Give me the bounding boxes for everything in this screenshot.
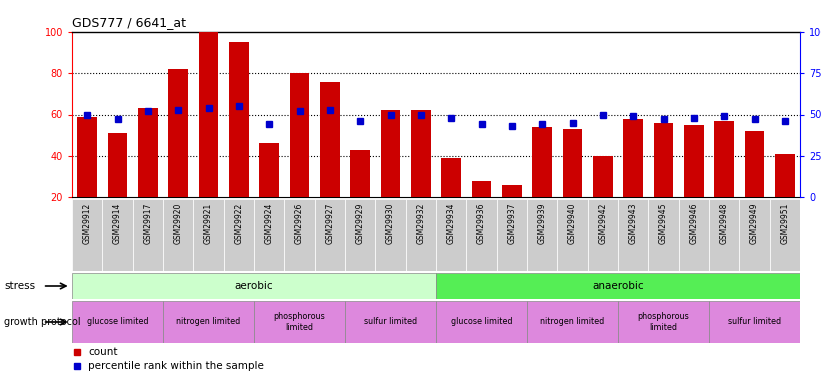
Text: GSM29922: GSM29922 (234, 202, 243, 244)
Bar (502, 184, 521, 197)
Bar (709, 199, 740, 271)
Text: GSM29945: GSM29945 (659, 202, 668, 244)
Bar (588, 199, 618, 271)
Bar (740, 199, 769, 271)
Text: stress: stress (4, 281, 35, 291)
Text: nitrogen limited: nitrogen limited (540, 318, 604, 327)
Bar (679, 199, 709, 271)
Bar (406, 199, 436, 271)
Bar (411, 110, 431, 197)
Bar (436, 199, 466, 271)
Bar (497, 199, 527, 271)
Bar (649, 199, 679, 271)
Bar (375, 199, 406, 271)
Bar (72, 273, 436, 299)
Text: GSM29949: GSM29949 (750, 202, 759, 244)
Bar (290, 73, 310, 197)
Text: GSM29934: GSM29934 (447, 202, 456, 244)
Bar (527, 199, 557, 271)
Text: glucose limited: glucose limited (87, 318, 149, 327)
Text: GSM29943: GSM29943 (629, 202, 638, 244)
Bar (593, 156, 612, 197)
Bar (254, 301, 345, 343)
Bar (199, 32, 218, 197)
Bar (133, 199, 163, 271)
Bar (466, 199, 497, 271)
Text: phosphorous
limited: phosphorous limited (638, 312, 690, 332)
Bar (108, 133, 127, 197)
Text: GSM29940: GSM29940 (568, 202, 577, 244)
Text: GSM29932: GSM29932 (416, 202, 425, 244)
Bar (77, 117, 97, 197)
Bar (284, 199, 314, 271)
Bar (769, 199, 800, 271)
Text: GSM29942: GSM29942 (599, 202, 608, 244)
Bar (168, 69, 188, 197)
Text: GSM29936: GSM29936 (477, 202, 486, 244)
Bar (618, 199, 649, 271)
Bar (745, 131, 764, 197)
Text: GSM29927: GSM29927 (325, 202, 334, 244)
Text: GSM29917: GSM29917 (144, 202, 153, 244)
Text: GSM29921: GSM29921 (204, 202, 213, 244)
Bar (320, 81, 340, 197)
Bar (654, 123, 673, 197)
Bar (527, 301, 618, 343)
Text: growth protocol: growth protocol (4, 317, 80, 327)
Bar (436, 301, 527, 343)
Text: aerobic: aerobic (235, 281, 273, 291)
Text: anaerobic: anaerobic (592, 281, 644, 291)
Text: sulfur limited: sulfur limited (364, 318, 417, 327)
Bar (381, 110, 401, 197)
Bar (562, 129, 582, 197)
Text: GSM29920: GSM29920 (174, 202, 182, 244)
Bar (72, 199, 103, 271)
Bar (775, 154, 795, 197)
Bar (436, 273, 800, 299)
Text: GSM29926: GSM29926 (295, 202, 304, 244)
Text: GSM29946: GSM29946 (690, 202, 699, 244)
Text: GSM29937: GSM29937 (507, 202, 516, 244)
Bar (163, 301, 254, 343)
Text: nitrogen limited: nitrogen limited (177, 318, 241, 327)
Bar (254, 199, 284, 271)
Bar (345, 199, 375, 271)
Bar (314, 199, 345, 271)
Text: count: count (89, 347, 118, 357)
Text: GDS777 / 6641_at: GDS777 / 6641_at (72, 16, 186, 30)
Bar (684, 125, 704, 197)
Bar (229, 42, 249, 197)
Bar (442, 158, 461, 197)
Bar (103, 199, 133, 271)
Bar (471, 180, 491, 197)
Bar (163, 199, 193, 271)
Text: percentile rank within the sample: percentile rank within the sample (89, 361, 264, 371)
Text: GSM29924: GSM29924 (264, 202, 273, 244)
Text: GSM29929: GSM29929 (355, 202, 365, 244)
Bar (351, 150, 370, 197)
Bar (714, 121, 734, 197)
Text: GSM29914: GSM29914 (113, 202, 122, 244)
Bar (259, 143, 279, 197)
Text: sulfur limited: sulfur limited (728, 318, 781, 327)
Text: glucose limited: glucose limited (451, 318, 512, 327)
Bar (623, 118, 643, 197)
Bar (138, 108, 158, 197)
Bar (532, 127, 552, 197)
Text: phosphorous
limited: phosphorous limited (273, 312, 325, 332)
Text: GSM29939: GSM29939 (538, 202, 547, 244)
Bar (223, 199, 254, 271)
Bar (345, 301, 436, 343)
Text: GSM29930: GSM29930 (386, 202, 395, 244)
Bar (557, 199, 588, 271)
Text: GSM29948: GSM29948 (720, 202, 729, 244)
Bar (72, 301, 163, 343)
Text: GSM29951: GSM29951 (780, 202, 789, 244)
Bar (618, 301, 709, 343)
Bar (193, 199, 223, 271)
Bar (709, 301, 800, 343)
Text: GSM29912: GSM29912 (83, 202, 92, 244)
